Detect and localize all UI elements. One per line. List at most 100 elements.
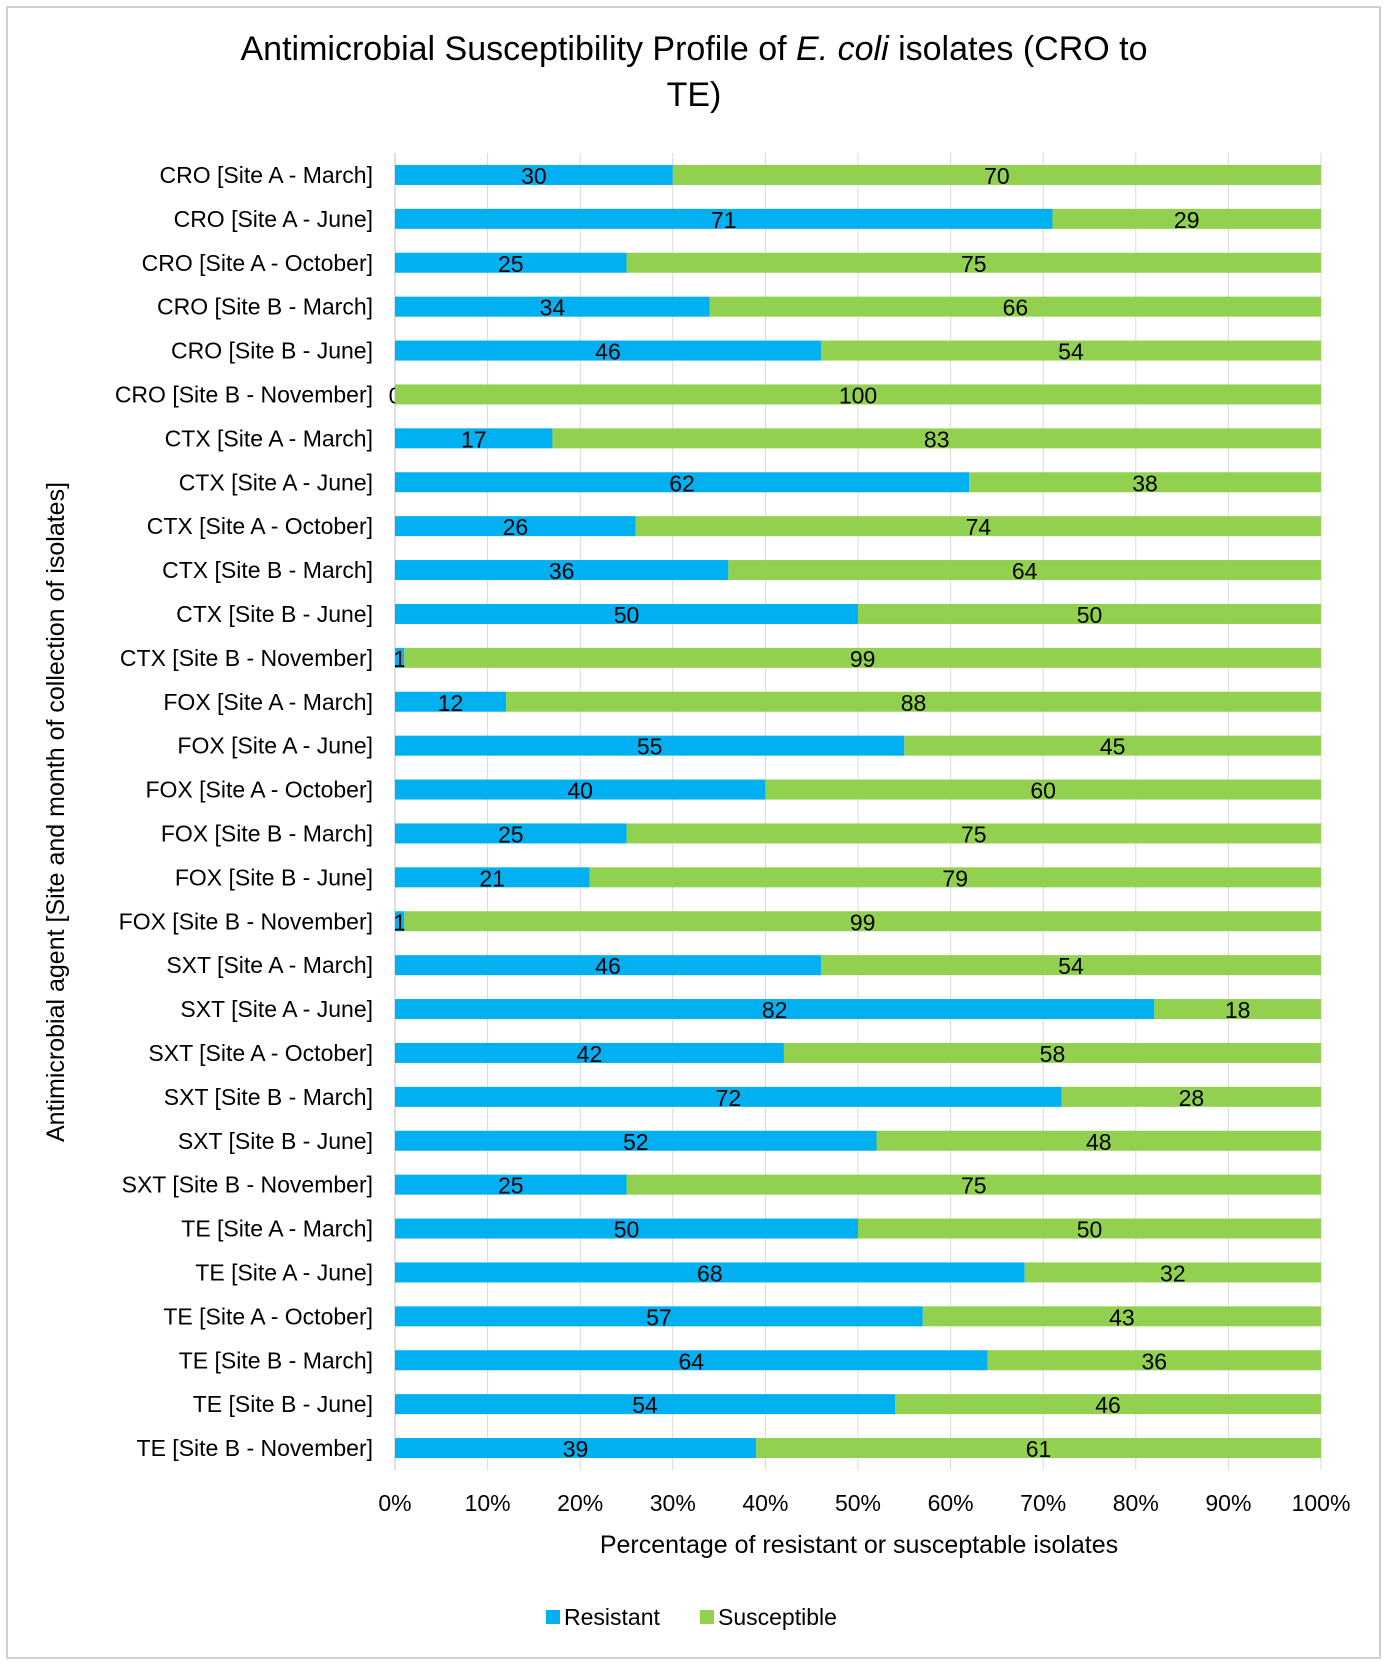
bar-susceptible [922,1306,1321,1327]
x-tick-label: 80% [1113,1490,1159,1516]
data-label-resistant: 46 [595,953,621,979]
bar-susceptible [858,1218,1321,1239]
data-label-susceptible: 46 [1095,1392,1121,1418]
data-label-susceptible: 75 [961,251,987,277]
x-axis-ticks: 0% 10% 20% 30% 40% 50% 60% 70% 80% 90% 100% [378,1490,1350,1516]
data-label-resistant: 71 [711,207,737,233]
bar-susceptible [904,735,1321,756]
data-label-susceptible: 43 [1109,1304,1135,1330]
category-label: SXT [Site A - October] [148,1040,373,1066]
data-label-susceptible: 61 [1026,1436,1052,1462]
data-label-susceptible: 75 [961,821,987,847]
category-label: TE [Site A - June] [195,1259,373,1285]
category-label: CRO [Site B - March] [157,294,373,320]
bar-susceptible [404,647,1321,668]
legend-swatch-susceptible [700,1610,714,1624]
data-label-susceptible: 38 [1132,470,1158,496]
bar-resistant [395,428,553,449]
data-label-susceptible: 58 [1040,1041,1066,1067]
category-labels: CRO [Site A - March] CRO [Site A - June] C… [115,162,373,1461]
bars: 3070712925753466465401001783623826743664… [389,163,1321,1462]
data-label-susceptible: 18 [1225,997,1251,1023]
legend: Resistant Susceptible [546,1604,837,1630]
bar-susceptible [626,1174,1321,1195]
data-label-susceptible: 99 [850,909,876,935]
bar-susceptible [858,603,1321,624]
x-tick-label: 70% [1020,1490,1066,1516]
data-label-susceptible: 28 [1179,1085,1205,1111]
bar-resistant [395,1350,988,1371]
bar-resistant [395,164,673,185]
category-label: CTX [Site B - March] [162,557,373,583]
bar-resistant [395,472,970,493]
bar-susceptible [765,779,1321,800]
bar-susceptible [589,867,1321,888]
bar-resistant [395,867,590,888]
data-label-resistant: 46 [595,339,621,365]
bar-resistant [395,911,405,932]
data-label-susceptible: 75 [961,1173,987,1199]
data-label-resistant: 36 [549,558,575,584]
category-label: SXT [Site B - November] [122,1172,373,1198]
category-label: FOX [Site B - November] [119,908,373,934]
chart-title: Antimicrobial Susceptibility Profile of … [240,30,1147,68]
data-label-susceptible: 64 [1012,558,1038,584]
data-label-resistant: 39 [563,1436,589,1462]
data-label-susceptible: 74 [966,514,992,540]
bar-resistant [395,1394,896,1415]
category-label: CTX [Site A - June] [179,469,373,495]
category-label: FOX [Site B - March] [161,820,373,846]
bar-resistant [395,1218,858,1239]
bar-susceptible [506,691,1321,712]
category-label: SXT [Site B - March] [164,1084,373,1110]
bar-resistant [395,1042,784,1063]
data-label-resistant: 21 [479,865,505,891]
bar-susceptible [626,252,1321,273]
bar-resistant [395,779,766,800]
category-label: CTX [Site B - June] [176,601,373,627]
data-label-susceptible: 50 [1077,1217,1103,1243]
bar-susceptible [404,911,1321,932]
bar-resistant [395,1306,923,1327]
data-label-resistant: 17 [461,426,487,452]
x-tick-label: 100% [1292,1490,1351,1516]
data-label-resistant: 50 [614,1217,640,1243]
category-label: CTX [Site A - March] [165,425,373,451]
data-label-susceptible: 60 [1030,778,1056,804]
bar-resistant [395,735,905,756]
category-label: CTX [Site A - October] [147,513,373,539]
data-label-resistant: 55 [637,734,663,760]
data-label-resistant: 72 [716,1085,742,1111]
bar-susceptible [756,1438,1321,1459]
data-label-resistant: 1 [393,909,406,935]
bar-susceptible [635,516,1321,537]
category-label: TE [Site B - June] [193,1391,373,1417]
category-label: TE [Site B - November] [137,1435,373,1461]
x-tick-label: 90% [1205,1490,1251,1516]
data-label-susceptible: 83 [924,426,950,452]
category-label: SXT [Site A - June] [180,996,373,1022]
bar-resistant [395,1130,877,1151]
data-label-resistant: 57 [646,1304,672,1330]
x-tick-label: 0% [378,1490,411,1516]
bar-susceptible [1052,208,1321,229]
data-label-resistant: 54 [632,1392,658,1418]
bar-susceptible [672,164,1321,185]
data-label-resistant: 26 [503,514,529,540]
x-tick-label: 30% [650,1490,696,1516]
category-label: TE [Site A - October] [163,1303,373,1329]
bar-susceptible [783,1042,1321,1063]
category-label: CTX [Site B - November] [120,645,373,671]
data-label-resistant: 40 [567,778,593,804]
data-label-resistant: 1 [393,646,406,672]
bar-susceptible [876,1130,1321,1151]
data-label-susceptible: 48 [1086,1129,1112,1155]
data-label-resistant: 82 [762,997,788,1023]
category-label: CRO [Site B - June] [171,338,373,364]
data-label-susceptible: 29 [1174,207,1200,233]
category-label: SXT [Site B - June] [178,1128,373,1154]
legend-label-susceptible: Susceptible [718,1604,837,1630]
data-label-resistant: 62 [669,470,695,496]
bar-resistant [395,1438,757,1459]
x-tick-label: 50% [835,1490,881,1516]
